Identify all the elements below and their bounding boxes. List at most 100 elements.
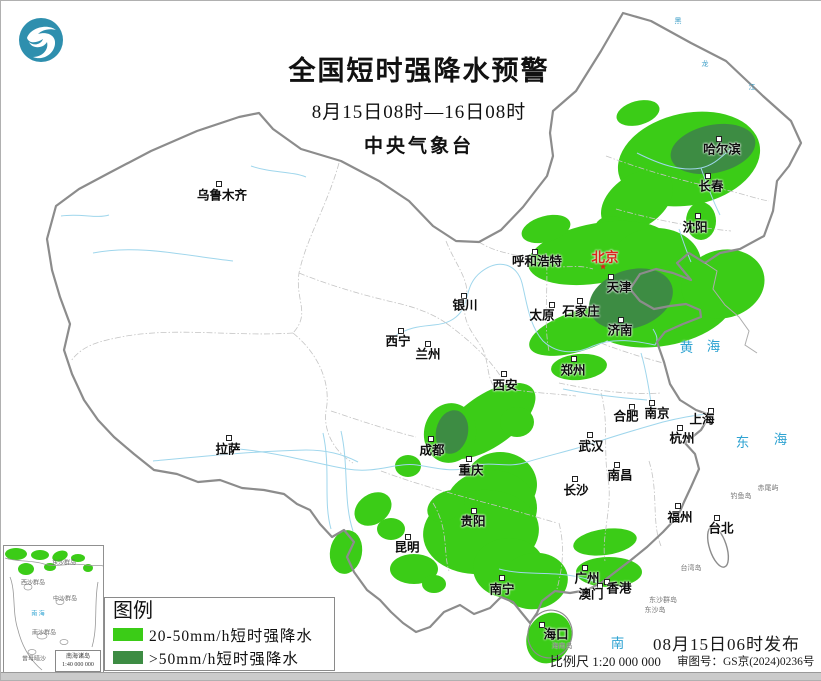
city-marker [716,136,722,142]
legend-title: 图例 [113,600,153,622]
taiwan-island [706,526,730,568]
city-label: 拉萨 [215,442,241,457]
capital-label: 北京 [591,250,619,265]
city-label: 贵阳 [460,514,486,529]
inset-rain-area [52,550,68,562]
city-marker [425,341,431,347]
city-label: 长春 [698,179,724,194]
city-label: 天津 [606,280,632,295]
city-label: 长沙 [563,483,589,498]
rain-area-20-50mm [329,530,363,574]
city-label: 郑州 [560,363,586,378]
city-label: 南宁 [489,582,515,597]
geo-label: 东沙岛 [644,606,666,614]
sea-label: 南 [610,636,626,651]
geo-label: 钓鱼岛 [730,492,752,500]
province-borders [70,155,770,590]
city-marker [471,508,477,514]
rain-area-20-50mm [422,575,446,593]
city-label: 福州 [667,510,693,525]
rain-area-gt-50mm [589,268,673,330]
rivers [60,147,733,585]
hainan-island [527,609,573,659]
legend-label: >50mm/h短时强降水 [149,650,299,668]
approval-number: 审图号：GS京(2024)0236号 [677,656,815,668]
rain-area-20-50mm [551,353,607,381]
rain-area-20-50mm [573,528,637,556]
city-label: 海口 [543,627,569,642]
city-label: 澳门 [578,587,604,602]
map-scale: 比例尺 1:20 000 000 [550,654,661,669]
city-label: 重庆 [458,463,484,478]
city-label: 昆明 [394,540,420,555]
city-label: 呼和浩特 [511,254,563,269]
city-marker [577,298,583,304]
city-label: 兰州 [415,347,441,362]
legend-box: 图例 20-50mm/h短时强降水 >50mm/h短时强降水 [104,597,335,671]
city-label: 石家庄 [562,304,600,319]
rain-area-20-50mm [686,202,716,240]
city-marker [714,515,720,521]
inset-rain-area [71,554,85,562]
city-label: 杭州 [669,431,695,446]
inset-rain-area [5,548,27,560]
city-label: 成都 [419,443,445,458]
city-label: 香港 [606,581,632,596]
city-marker [549,302,555,308]
korea-coast [704,262,758,354]
bottom-frame-bar [1,672,821,680]
city-label: 合肥 [613,409,639,424]
city-marker [608,274,614,280]
rain-area-20-50mm [616,100,660,126]
city-marker [466,456,472,462]
title-block: 全国短时强降水预警 8月15日08时—16日08时 中央气象台 [259,49,579,158]
city-label: 广州 [574,571,600,586]
sea-label: 海 [773,432,789,447]
city-marker [604,579,610,585]
cma-logo-swirl [27,26,56,59]
city-label: 济南 [607,323,633,338]
river-label: 黑 [674,17,682,25]
agency-name: 中央气象台 [363,136,474,157]
city-label: 银川 [452,298,478,313]
city-marker [532,249,538,255]
city-label: 南昌 [607,468,633,483]
inset-rainfall-areas [5,548,93,575]
rain-area-20-50mm [377,518,405,540]
city-marker [614,462,620,468]
geo-label: 海南岛 [551,642,573,650]
rain-area-20-50mm [521,214,571,244]
city-label: 乌鲁木齐 [196,188,248,203]
city-marker [428,436,434,442]
geo-label: 赤尾屿 [757,484,779,492]
rain-area-20-50mm [600,169,674,233]
city-marker [405,534,411,540]
legend-swatch-light-green [113,628,143,641]
city-label: 西安 [492,378,518,393]
city-marker [572,476,578,482]
rain-area-20-50mm [526,612,572,664]
south-china-sea-inset: 东沙群岛 西沙群岛 中沙群岛南 海南沙群岛 曾母暗沙 南海诸岛 1:40 000 00… [3,545,104,676]
city-marker [216,181,222,187]
city-marker [582,565,588,571]
city-marker [501,371,507,377]
rain-area-20-50mm [395,455,421,477]
city-marker [571,356,577,362]
rain-area-20-50mm [390,554,438,584]
city-marker [587,432,593,438]
inset-caption: 南海诸岛 1:40 000 000 [55,650,101,672]
geo-label: 台湾岛 [680,564,702,572]
city-marker [499,575,505,581]
rain-area-gt-50mm [670,123,756,175]
city-marker [677,425,683,431]
city-label: 上海 [689,412,715,427]
issue-time: 08月15日06时发布 [653,635,800,654]
legend-swatch-dark-green [113,651,143,664]
capital-star-marker: ★ [598,261,608,272]
river-label: 江 [748,83,756,91]
city-label: 武汉 [578,439,604,454]
city-marker [461,293,467,299]
city-marker [539,622,545,628]
